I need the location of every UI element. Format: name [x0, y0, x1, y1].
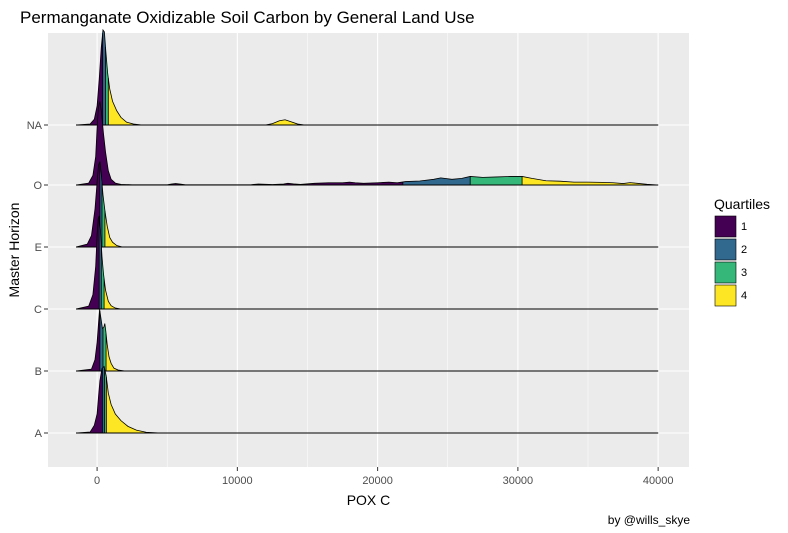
quartile-2-area	[99, 311, 103, 371]
plot-panel	[48, 33, 689, 467]
y-tick-label: NA	[27, 120, 43, 132]
ridge-outline	[76, 309, 659, 372]
x-tick-label: 40000	[643, 475, 674, 487]
x-tick-label: 10000	[222, 475, 253, 487]
ridge-outline	[76, 365, 659, 434]
quartile-3-area	[102, 183, 105, 247]
ridge-outline	[75, 101, 659, 186]
ridges	[75, 28, 659, 434]
legend: Quartiles 1 2 3 4	[714, 196, 770, 307]
quartile-3-area	[105, 47, 109, 125]
quartile-1-area	[76, 368, 103, 433]
ridge-a	[76, 365, 659, 434]
quartile-4-area	[522, 176, 659, 185]
quartile-3-area	[104, 368, 107, 433]
y-axis-title: Master Horizon	[6, 203, 22, 298]
legend-label-4: 4	[741, 290, 747, 302]
quartile-1-area	[76, 101, 403, 185]
x-tick-label: 20000	[362, 475, 393, 487]
legend-swatch-2	[714, 238, 737, 261]
legend-label-3: 3	[741, 267, 747, 279]
quartile-2-area	[102, 366, 105, 433]
legend-entries: 1 2 3 4	[714, 215, 747, 307]
x-axis-title: POX C	[347, 492, 391, 508]
quartile-3-area	[102, 323, 107, 371]
x-tick-label: 30000	[503, 475, 534, 487]
x-axis-ticks: 0 10000 20000 30000 40000	[94, 467, 673, 487]
legend-label-1: 1	[741, 221, 747, 233]
y-tick-label: O	[33, 180, 42, 192]
ridge-c	[75, 215, 659, 310]
y-tick-label: B	[35, 366, 42, 378]
quartile-1-area	[76, 309, 100, 371]
legend-label-2: 2	[741, 244, 747, 256]
ridge-e	[75, 161, 659, 248]
y-axis-ticks: A B C E O NA	[27, 120, 48, 440]
chart-caption: by @wills_skye	[608, 513, 691, 527]
quartile-2-area	[99, 161, 103, 247]
legend-swatch-4	[714, 284, 737, 307]
y-tick-label: C	[34, 304, 42, 316]
y-tick-label: A	[35, 428, 43, 440]
quartile-1-area	[76, 161, 100, 247]
quartile-2-area	[102, 30, 106, 125]
quartile-3-area	[470, 176, 523, 185]
quartile-1-area	[76, 215, 100, 309]
ridge-outline	[76, 28, 659, 126]
quartile-2-area	[402, 176, 471, 185]
ridge-o	[75, 101, 659, 186]
legend-swatch-1	[714, 215, 737, 238]
x-tick-label: 0	[94, 475, 100, 487]
legend-swatch-3	[714, 261, 737, 284]
ridge-b	[76, 309, 659, 372]
y-tick-label: E	[35, 242, 42, 254]
chart-title: Permanganate Oxidizable Soil Carbon by G…	[20, 8, 475, 27]
legend-title: Quartiles	[714, 196, 770, 212]
